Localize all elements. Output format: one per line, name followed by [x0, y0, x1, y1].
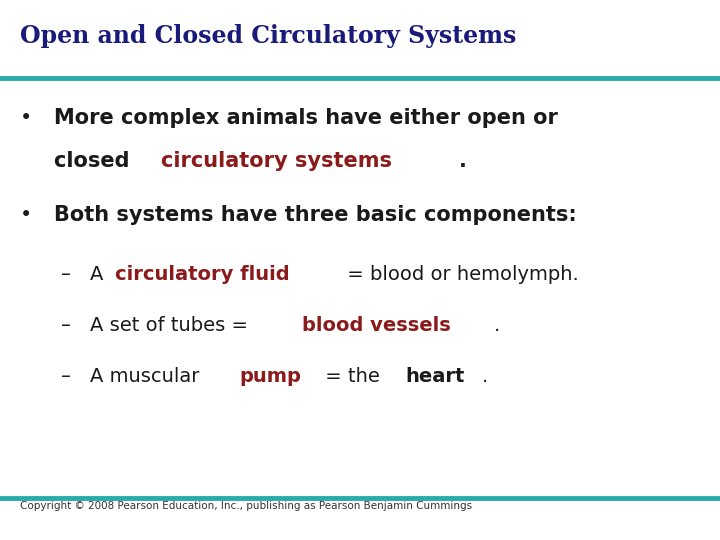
Text: A muscular: A muscular — [90, 367, 206, 386]
Text: heart: heart — [405, 367, 465, 386]
Text: A: A — [90, 265, 109, 284]
Text: blood vessels: blood vessels — [302, 316, 451, 335]
Text: .: . — [482, 367, 488, 386]
Text: –: – — [61, 265, 71, 284]
Text: .: . — [494, 316, 500, 335]
Text: •: • — [20, 205, 32, 225]
Text: pump: pump — [239, 367, 301, 386]
Text: circulatory fluid: circulatory fluid — [115, 265, 290, 284]
Text: More complex animals have either open or: More complex animals have either open or — [54, 108, 558, 128]
Text: = the: = the — [319, 367, 386, 386]
Text: closed: closed — [54, 151, 137, 171]
Text: .: . — [459, 151, 467, 171]
Text: circulatory systems: circulatory systems — [161, 151, 392, 171]
Text: Open and Closed Circulatory Systems: Open and Closed Circulatory Systems — [20, 24, 516, 48]
Text: = blood or hemolymph.: = blood or hemolymph. — [341, 265, 578, 284]
Text: Both systems have three basic components:: Both systems have three basic components… — [54, 205, 577, 225]
Text: –: – — [61, 316, 71, 335]
Text: Copyright © 2008 Pearson Education, Inc., publishing as Pearson Benjamin Cumming: Copyright © 2008 Pearson Education, Inc.… — [20, 501, 472, 511]
Text: –: – — [61, 367, 71, 386]
Text: A set of tubes =: A set of tubes = — [90, 316, 254, 335]
Text: •: • — [20, 108, 32, 128]
